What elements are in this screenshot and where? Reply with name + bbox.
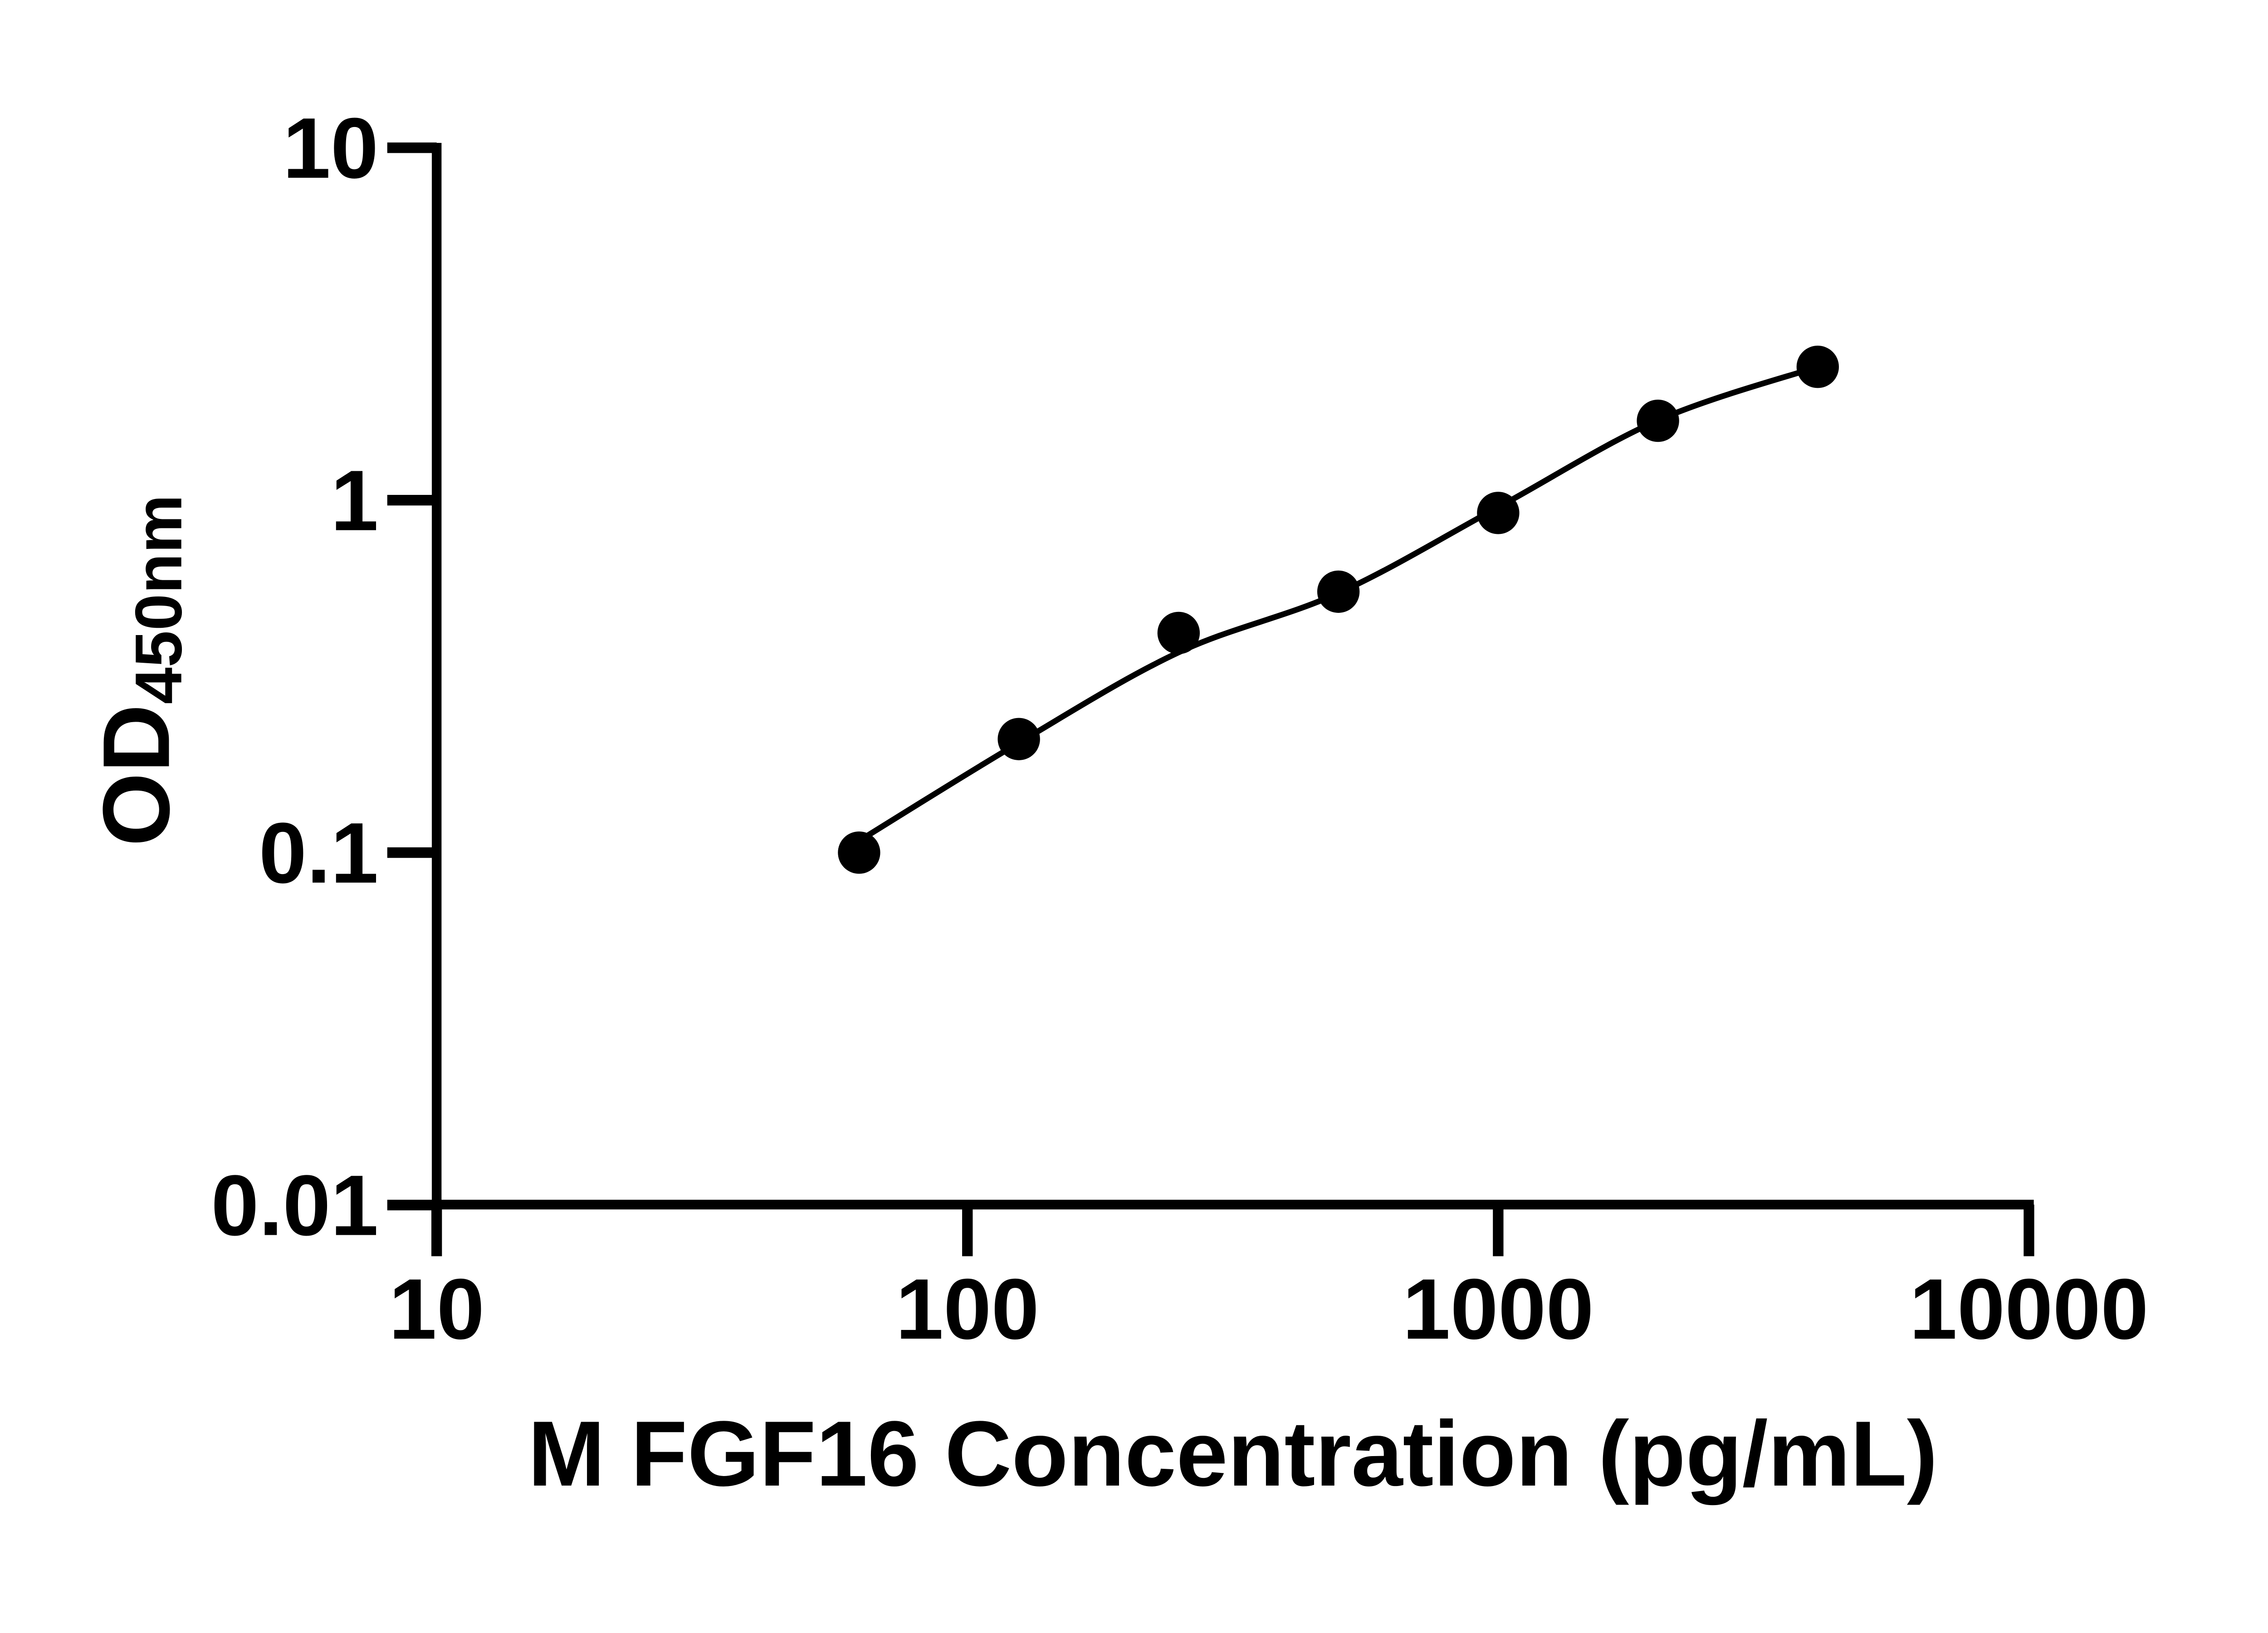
x-axis-title: M FGF16 Concentration (pg/mL) xyxy=(528,1402,1938,1506)
data-point-marker xyxy=(997,718,1040,760)
data-point-marker xyxy=(1317,570,1360,613)
data-point-marker xyxy=(1477,492,1520,534)
x-tick-label: 10 xyxy=(389,1261,484,1357)
axis-ticks xyxy=(387,142,2034,1257)
data-point-marker xyxy=(838,831,880,874)
y-axis-title: OD450nm xyxy=(83,494,195,846)
data-point-marker xyxy=(1157,611,1200,655)
x-tick-label: 1000 xyxy=(1403,1261,1594,1357)
x-tick-label: 10000 xyxy=(1909,1261,2148,1357)
data-points xyxy=(838,346,1839,874)
elisa-standard-curve-figure: 10 1 0.1 0.01 10 100 1000 10000 M FGF16 Concent… xyxy=(83,100,2149,1506)
y-tick-label: 0.1 xyxy=(259,805,379,901)
data-point-marker xyxy=(1796,346,1839,388)
y-axis-title-subscript: 450nm xyxy=(122,494,196,704)
y-axis-title-base: OD xyxy=(83,704,189,846)
x-tick-label: 100 xyxy=(896,1261,1039,1357)
y-tick-label: 10 xyxy=(283,100,378,196)
data-point-marker xyxy=(1637,399,1679,442)
y-tick-label: 0.01 xyxy=(211,1158,378,1254)
y-tick-label: 1 xyxy=(331,453,378,549)
